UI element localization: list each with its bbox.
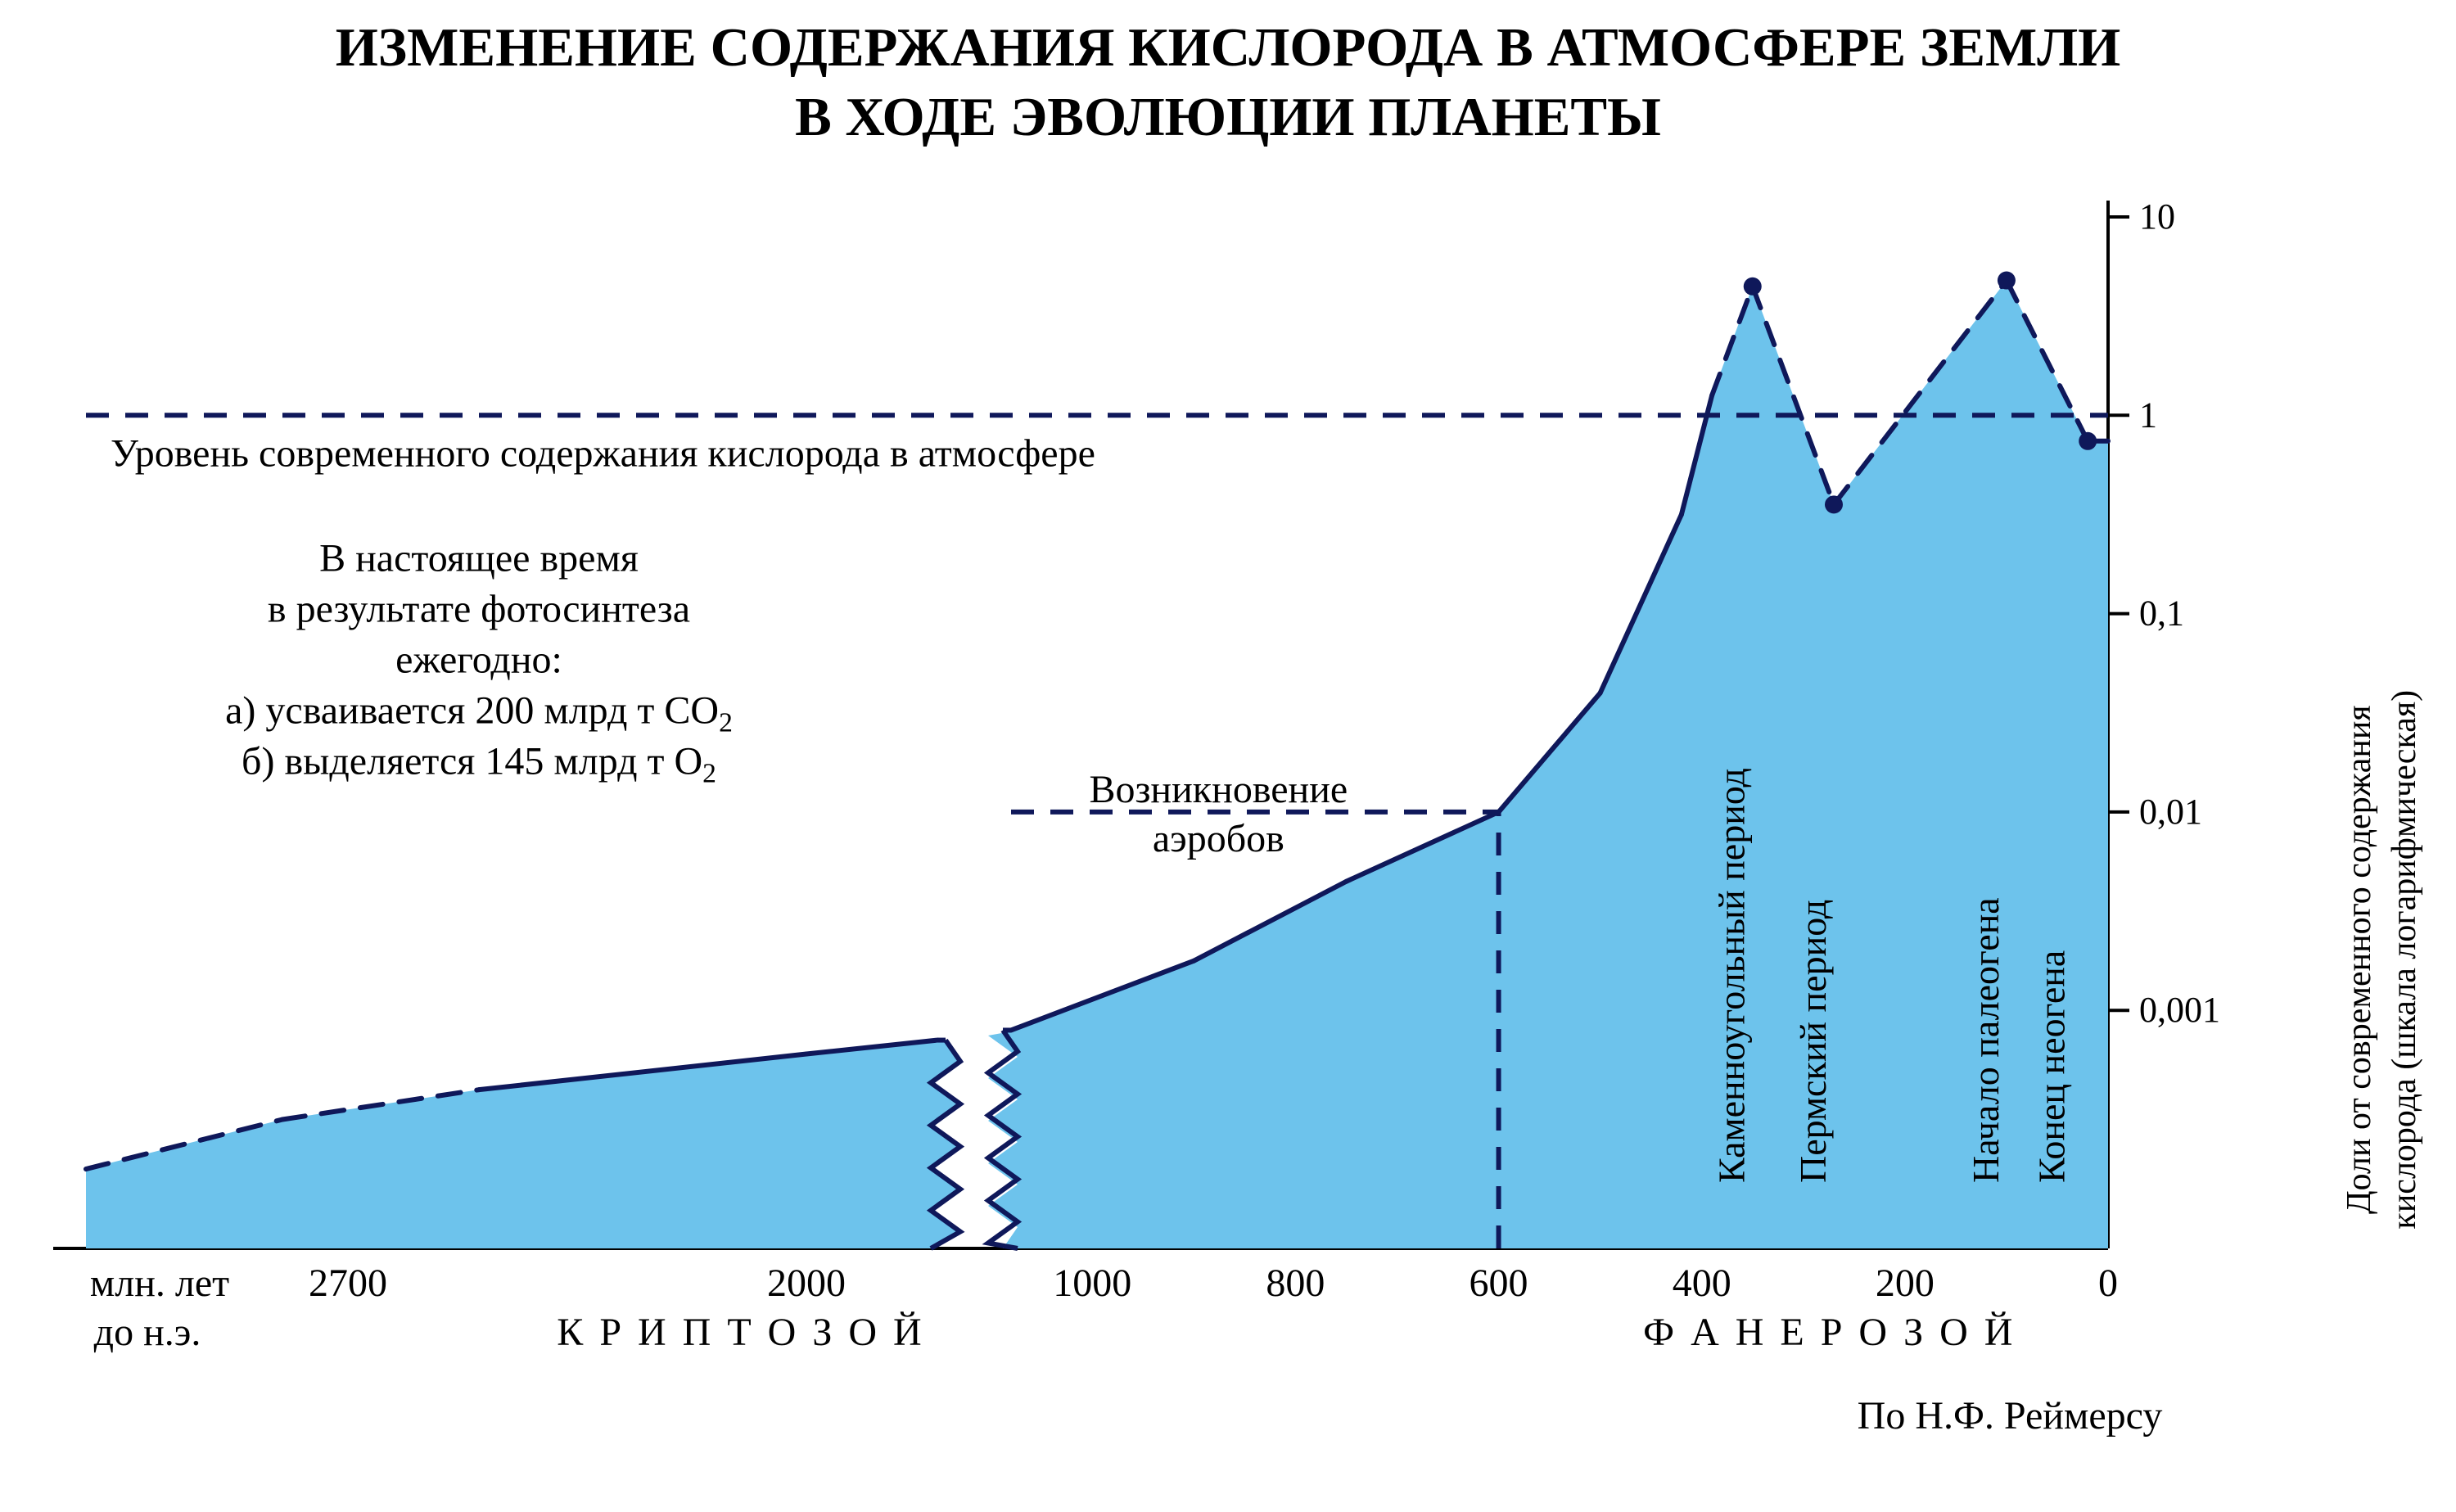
y-axis-label-2: кислорода (шкала логарифмическая) <box>2386 690 2423 1230</box>
x-tick-label: 0 <box>2098 1262 2118 1305</box>
y-axis-label-1: Доли от современного содержания <box>2341 705 2378 1214</box>
area-right <box>988 281 2108 1248</box>
oxygen-evolution-chart: ИЗМЕНЕНИЕ СОДЕРЖАНИЯ КИСЛОРОДА В АТМОСФЕ… <box>0 0 2456 1512</box>
x-axis-unit-2: до н.э. <box>94 1311 201 1354</box>
chart-title-1: ИЗМЕНЕНИЕ СОДЕРЖАНИЯ КИСЛОРОДА В АТМОСФЕ… <box>336 17 2121 78</box>
x-tick-label: 800 <box>1266 1262 1325 1305</box>
infobox-line: б) выделяется 145 млрд т O2 <box>242 739 716 788</box>
y-tick-label: 1 <box>2139 395 2157 435</box>
eon-right: Ф А Н Е Р О З О Й <box>1643 1311 2016 1354</box>
plot-area: 1010,10,010,0012700200010008006004002000… <box>53 196 2220 1354</box>
x-axis-unit-1: млн. лет <box>90 1262 229 1305</box>
y-tick-label: 0,01 <box>2139 792 2202 832</box>
data-marker <box>1998 272 2016 290</box>
attribution: По Н.Ф. Реймерсу <box>1858 1394 2163 1438</box>
x-tick-label: 2000 <box>767 1262 846 1305</box>
x-tick-label: 2700 <box>309 1262 387 1305</box>
data-marker <box>1744 278 1762 296</box>
chart-svg: ИЗМЕНЕНИЕ СОДЕРЖАНИЯ КИСЛОРОДА В АТМОСФЕ… <box>0 0 2456 1512</box>
eon-left: К Р И П Т О З О Й <box>557 1311 924 1354</box>
period-label: Пермский период <box>1792 900 1834 1183</box>
infobox-line: а) усваивается 200 млрд т CO2 <box>225 688 733 738</box>
y-tick-label: 0,1 <box>2139 594 2184 634</box>
aerobes-label-1: Возникновение <box>1089 768 1348 811</box>
infobox-line: в результате фотосинтеза <box>268 587 690 630</box>
area-left <box>86 1040 960 1248</box>
period-label: Конец неогена <box>2031 950 2073 1183</box>
period-label: Начало палеогена <box>1965 897 2007 1183</box>
x-tick-label: 400 <box>1673 1262 1731 1305</box>
y-tick-label: 0,001 <box>2139 990 2220 1030</box>
chart-title-2: В ХОДЕ ЭВОЛЮЦИИ ПЛАНЕТЫ <box>795 87 1661 147</box>
x-tick-label: 200 <box>1876 1262 1935 1305</box>
x-tick-label: 600 <box>1470 1262 1528 1305</box>
ref-line-label: Уровень современного содержания кислород… <box>111 431 1095 475</box>
data-marker <box>1825 495 1843 513</box>
x-tick-label: 1000 <box>1053 1262 1131 1305</box>
infobox-line: В настоящее время <box>319 536 639 580</box>
y-tick-label: 10 <box>2139 196 2175 237</box>
aerobes-label-2: аэробов <box>1153 817 1284 860</box>
period-label: Каменноугольный период <box>1711 768 1753 1183</box>
data-marker <box>2079 432 2097 450</box>
infobox-line: ежегодно: <box>395 638 562 681</box>
